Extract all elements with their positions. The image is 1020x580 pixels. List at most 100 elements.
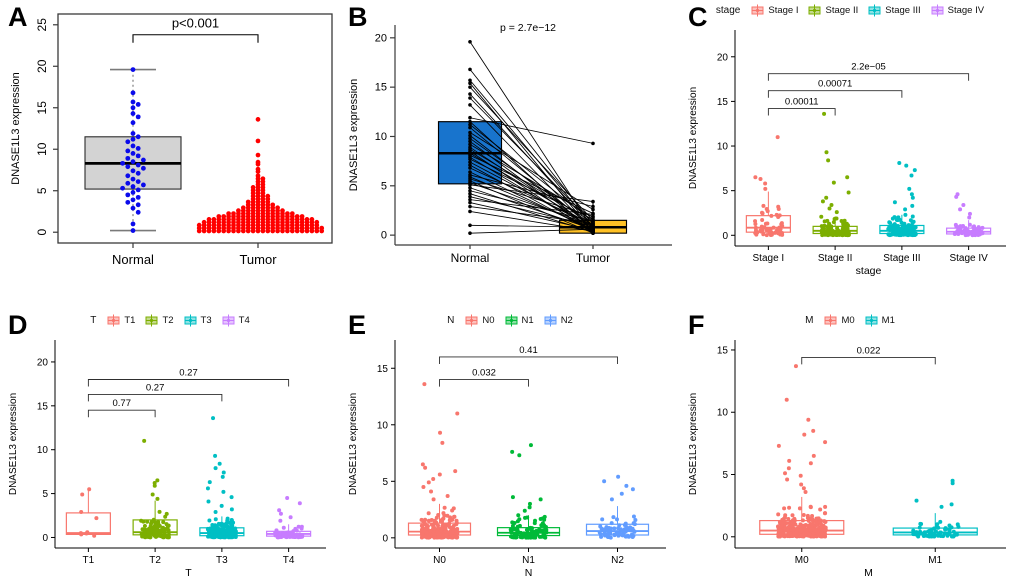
- svg-text:Normal: Normal: [451, 251, 490, 265]
- svg-text:5: 5: [722, 470, 728, 481]
- svg-text:N2: N2: [611, 555, 624, 566]
- svg-text:0.032: 0.032: [472, 368, 496, 379]
- svg-text:10: 10: [375, 131, 387, 143]
- svg-text:Stage I: Stage I: [753, 253, 785, 264]
- svg-text:N: N: [525, 567, 533, 579]
- svg-text:10: 10: [717, 142, 729, 153]
- boxplot-key-icon: [107, 314, 120, 327]
- svg-text:25: 25: [35, 18, 49, 32]
- boxplot-key-icon: [465, 314, 478, 327]
- group-n1: [496, 443, 561, 540]
- legend-item-m1: M1: [864, 314, 895, 327]
- legend-item-t2: T2: [144, 314, 174, 327]
- legend-item-label: M0: [841, 315, 855, 326]
- svg-text:0: 0: [42, 533, 48, 544]
- svg-text:5: 5: [35, 187, 49, 194]
- panel-e-letter: E: [348, 310, 367, 340]
- svg-text:DNASE1L3 expression: DNASE1L3 expression: [688, 393, 699, 495]
- legend-title: M: [805, 315, 814, 326]
- svg-text:20: 20: [35, 59, 49, 73]
- svg-text:N1: N1: [522, 555, 535, 566]
- legend-item-stage-i: Stage I: [750, 4, 798, 17]
- svg-text:5: 5: [722, 186, 728, 197]
- svg-text:5: 5: [381, 180, 387, 192]
- legend-item-t1: T1: [106, 314, 135, 327]
- svg-text:0.00071: 0.00071: [818, 79, 852, 90]
- group-m1: [892, 478, 978, 539]
- svg-text:M: M: [864, 567, 873, 579]
- boxplot-key-icon: [808, 4, 821, 17]
- panel-d-legend: T T1 T2 T3 T4: [0, 314, 340, 327]
- legend-item-label: N2: [560, 315, 573, 326]
- boxplot-key-icon: [865, 314, 878, 327]
- legend-item-n0: N0: [464, 314, 495, 327]
- svg-text:10: 10: [717, 408, 729, 419]
- legend-title: T: [90, 315, 97, 326]
- legend-item-t4: T4: [221, 314, 250, 327]
- svg-text:0.27: 0.27: [179, 367, 198, 378]
- svg-text:0.022: 0.022: [857, 345, 881, 356]
- panel-axes: 0 5 10 15 20 DNASE1L3 expression T1 T2 T3 T4 T: [8, 340, 326, 579]
- group-n2: [585, 474, 650, 540]
- boxplot-key-icon: [184, 314, 197, 327]
- legend-item-m0: M0: [823, 314, 855, 327]
- legend-item-n1: N1: [504, 314, 534, 327]
- panel-c-chart: 0 5 10 15 20 DNASE1L3 expression Stage I Stage …: [688, 30, 1006, 277]
- legend-title: N: [447, 315, 455, 326]
- panel-b-axes: 0 5 10 15 20 DNASE1L3 expression Normal Tumor: [348, 25, 672, 265]
- svg-text:15: 15: [375, 82, 387, 94]
- svg-text:Tumor: Tumor: [576, 251, 610, 265]
- svg-text:p = 2.7e−12: p = 2.7e−12: [500, 22, 556, 34]
- boxplot-key-icon: [931, 4, 944, 17]
- svg-text:M0: M0: [795, 555, 809, 566]
- svg-text:Stage II: Stage II: [818, 253, 852, 264]
- panel-c-letter: C: [688, 2, 708, 32]
- legend-item-label: Stage II: [825, 5, 859, 16]
- svg-text:15: 15: [37, 401, 49, 412]
- svg-text:M1: M1: [928, 555, 942, 566]
- panel-f-legend: M M0 M1: [680, 314, 1020, 327]
- group-m0: [759, 364, 845, 539]
- significance-bracket: p<0.001: [132, 16, 259, 43]
- panel-d-chart: 0 5 10 15 20 DNASE1L3 expression T1 T2 T3 T4 T 0.77…: [8, 340, 326, 579]
- legend-item-stage-ii: Stage II: [807, 4, 858, 17]
- panel-f-letter: F: [688, 310, 705, 340]
- svg-text:DNASE1L3 expression: DNASE1L3 expression: [10, 72, 22, 185]
- significance-brackets: 0.77 0.27 0.27: [87, 367, 290, 418]
- svg-text:Stage IV: Stage IV: [949, 253, 988, 264]
- svg-text:Stage III: Stage III: [883, 253, 920, 264]
- svg-text:0.77: 0.77: [113, 398, 132, 409]
- svg-text:DNASE1L3 expression: DNASE1L3 expression: [8, 393, 19, 495]
- svg-text:0: 0: [382, 533, 388, 544]
- svg-text:DNASE1L3 expression: DNASE1L3 expression: [688, 87, 699, 189]
- legend-item-stage-iii: Stage III: [867, 4, 921, 17]
- panel-c-legend: stage Stage I Stage II Stage III Stage IV: [680, 4, 1020, 17]
- significance-brackets: 0.022: [801, 345, 936, 365]
- panel-b: B 0 5 10 15 20 DNASE1L3 expression Normal Tumor…: [340, 0, 680, 290]
- legend-item-label: T1: [124, 315, 136, 326]
- group-stage-i: [745, 135, 791, 238]
- svg-text:5: 5: [382, 477, 388, 488]
- panel-f: F M M0 M1 0 5 10 15 DNASE1L3 expression M0 M1 M 0.…: [680, 290, 1020, 580]
- svg-text:15: 15: [35, 101, 49, 115]
- svg-text:10: 10: [35, 142, 49, 156]
- svg-text:Normal: Normal: [112, 252, 154, 267]
- svg-text:0: 0: [35, 229, 49, 236]
- significance-brackets: 0.00011 0.00071 2.2e−05: [767, 62, 970, 116]
- tumor-points: [196, 117, 325, 234]
- svg-text:2.2e−05: 2.2e−05: [851, 62, 886, 73]
- svg-text:T1: T1: [83, 555, 95, 566]
- group-stage-iv: [946, 192, 992, 238]
- legend-item-label: Stage I: [768, 5, 799, 16]
- group-stage-iii: [879, 160, 925, 238]
- svg-text:15: 15: [377, 364, 389, 375]
- svg-text:5: 5: [42, 489, 48, 500]
- boxplot-key-icon: [222, 314, 235, 327]
- legend-item-label: M1: [881, 315, 895, 326]
- svg-text:15: 15: [717, 345, 729, 356]
- paired-lines: [468, 39, 595, 235]
- svg-text:10: 10: [37, 445, 49, 456]
- legend-item-label: Stage III: [885, 5, 921, 16]
- group-n0: [407, 382, 472, 540]
